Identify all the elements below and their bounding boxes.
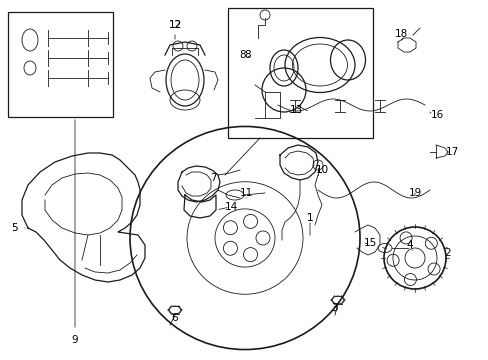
Text: 9: 9 <box>72 335 78 345</box>
Text: 10: 10 <box>315 165 328 175</box>
Text: 17: 17 <box>445 147 458 157</box>
Text: 15: 15 <box>363 238 376 248</box>
Text: 8: 8 <box>244 50 251 60</box>
Text: 12: 12 <box>168 20 181 30</box>
Text: 2: 2 <box>444 248 450 258</box>
Text: 7: 7 <box>209 173 216 183</box>
Text: 11: 11 <box>239 188 252 198</box>
Text: 5: 5 <box>11 223 17 233</box>
Text: 3: 3 <box>330 303 337 313</box>
Text: 19: 19 <box>407 188 421 198</box>
Text: 1: 1 <box>306 213 313 223</box>
Text: 1: 1 <box>306 213 313 223</box>
Bar <box>8 12 113 117</box>
Text: 13: 13 <box>289 105 302 115</box>
Text: 8: 8 <box>239 50 246 60</box>
Text: 6: 6 <box>171 313 178 323</box>
Text: 4: 4 <box>406 240 412 250</box>
Text: 12: 12 <box>168 20 181 30</box>
Text: 14: 14 <box>224 202 237 212</box>
Text: 16: 16 <box>429 110 443 120</box>
Bar <box>227 8 372 138</box>
Text: 18: 18 <box>393 29 407 39</box>
